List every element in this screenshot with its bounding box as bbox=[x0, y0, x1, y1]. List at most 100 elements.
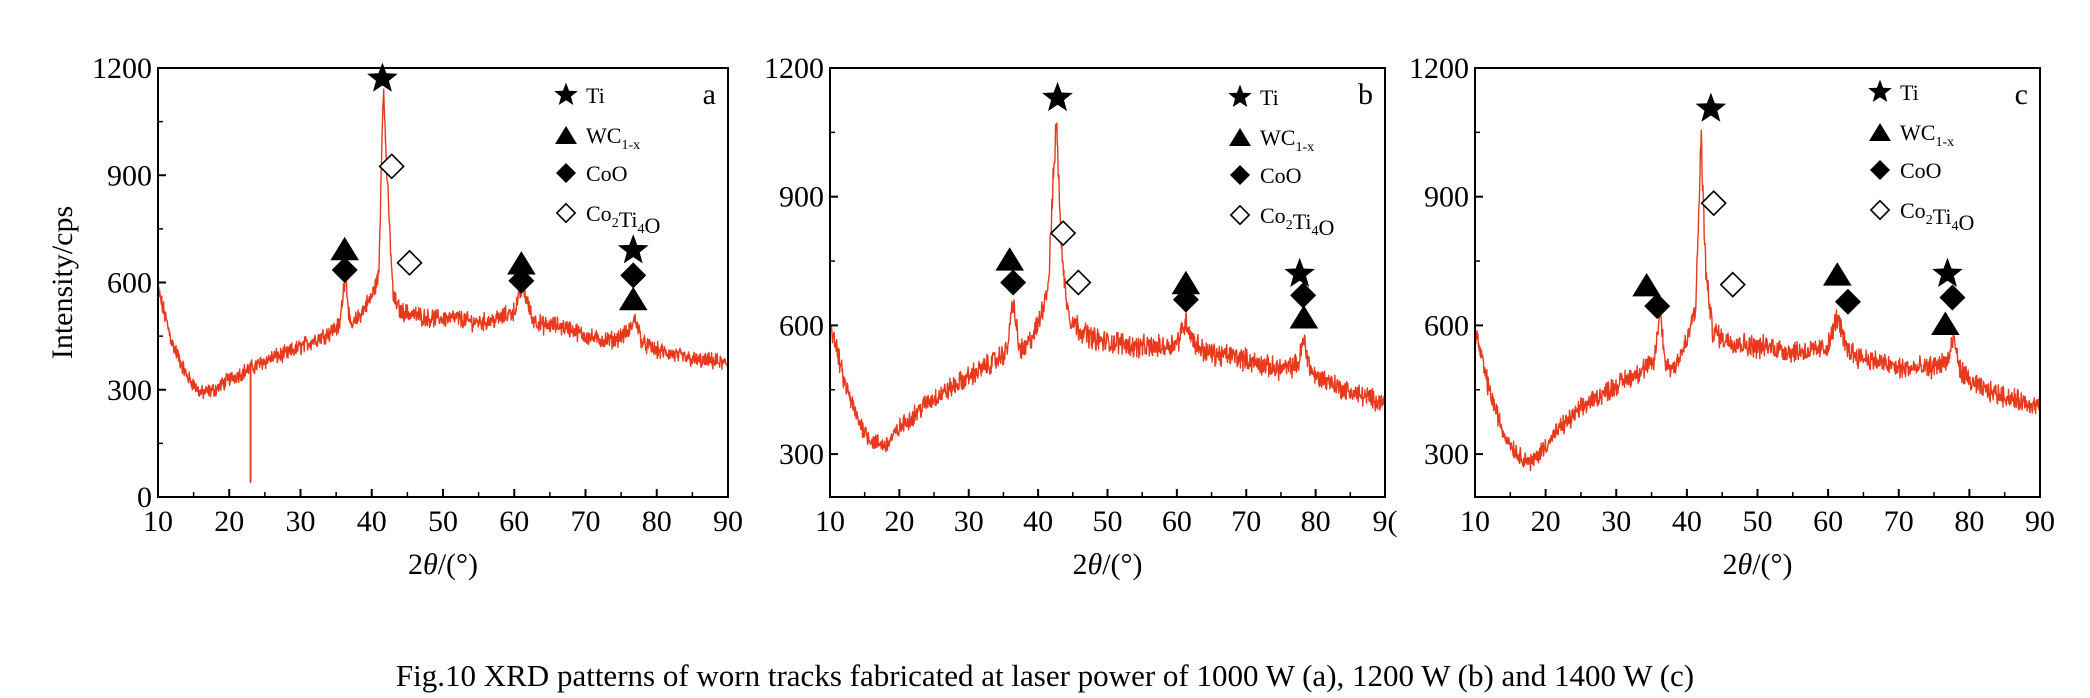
y-tick-label: 1200 bbox=[1409, 52, 1469, 85]
panel-letter: c bbox=[2015, 78, 2028, 111]
x-tick-label: 50 bbox=[428, 505, 458, 538]
legend-symbol-filled-star bbox=[1228, 84, 1252, 108]
y-tick-label: 600 bbox=[107, 267, 152, 300]
x-tick-label: 60 bbox=[499, 505, 529, 538]
x-tick-label: 60 bbox=[1813, 505, 1843, 538]
legend-label: Co2Ti4O bbox=[1900, 198, 1974, 235]
peak-marker-filled-triangle bbox=[1823, 262, 1852, 286]
legend-label: Co2Ti4O bbox=[1260, 203, 1334, 240]
peak-marker-filled-triangle bbox=[1931, 311, 1960, 335]
x-tick-label: 70 bbox=[1884, 505, 1914, 538]
peak-marker-filled-triangle bbox=[1632, 272, 1661, 297]
panel-a: 10 20 30 40 50 60 70 80 90030060090012002θ/(°)In… bbox=[46, 52, 743, 581]
x-axis-title: 2θ/(°) bbox=[1072, 548, 1142, 581]
panel-b: 10 20 30 40 50 60 70 80 9(300 600 900 1200 2θ/(°) b Ti… bbox=[764, 52, 1398, 581]
legend-symbol-filled-triangle bbox=[1229, 128, 1251, 146]
peak-marker-filled-diamond bbox=[620, 262, 647, 289]
x-tick-label: 40 bbox=[357, 505, 387, 538]
legend-label: WC1-x bbox=[586, 123, 640, 153]
x-tick-label: 80 bbox=[1301, 505, 1331, 538]
x-axis-title: 2θ/(°) bbox=[408, 548, 478, 581]
peak-marker-filled-triangle bbox=[507, 251, 536, 275]
x-tick-label: 60 bbox=[1162, 505, 1192, 538]
legend-label: CoO bbox=[1260, 163, 1302, 188]
legend-label: Ti bbox=[586, 83, 605, 108]
peak-marker-filled-star bbox=[1932, 257, 1963, 287]
x-tick-label: 9( bbox=[1373, 505, 1398, 538]
legend-symbol-filled-diamond bbox=[1870, 160, 1890, 180]
figure-caption: Fig.10 XRD patterns of worn tracks fabri… bbox=[395, 658, 1695, 693]
legend-symbol-open-diamond bbox=[1869, 199, 1891, 221]
peak-marker-open-diamond bbox=[1719, 271, 1746, 298]
peak-marker-open-diamond bbox=[1065, 269, 1092, 296]
peak-marker-filled-diamond bbox=[1834, 288, 1861, 315]
peak-marker-filled-diamond bbox=[1172, 286, 1199, 313]
y-tick-label: 300 bbox=[1424, 438, 1469, 471]
y-tick-label: 900 bbox=[107, 159, 152, 192]
x-tick-label: 70 bbox=[571, 505, 601, 538]
peak-marker-filled-triangle bbox=[330, 236, 359, 261]
x-tick-label: 80 bbox=[642, 505, 672, 538]
peak-marker-filled-diamond bbox=[331, 256, 358, 283]
xrd-pattern-line bbox=[158, 88, 728, 400]
peak-marker-filled-diamond bbox=[508, 267, 535, 294]
x-tick-label: 30 bbox=[954, 505, 984, 538]
x-tick-label: 20 bbox=[884, 505, 914, 538]
peak-marker-filled-star bbox=[1284, 257, 1315, 287]
plot-frame bbox=[157, 67, 729, 498]
x-tick-label: 40 bbox=[1023, 505, 1053, 538]
x-tick-label: 30 bbox=[1601, 505, 1631, 538]
legend: Ti WC1-x CoO Co2Ti4O bbox=[554, 82, 660, 238]
y-tick-label: 900 bbox=[1424, 181, 1469, 214]
x-tick-label: 10 bbox=[1460, 505, 1490, 538]
x-tick-label: 10 bbox=[143, 505, 173, 538]
x-tick-label: 70 bbox=[1231, 505, 1261, 538]
legend-symbol-open-diamond bbox=[1229, 204, 1251, 226]
y-tick-label: 0 bbox=[137, 481, 152, 514]
legend: Ti WC1-x CoO Co2Ti4O bbox=[1868, 79, 1974, 235]
y-tick-label: 300 bbox=[107, 374, 152, 407]
x-tick-label: 30 bbox=[286, 505, 316, 538]
legend-label: Ti bbox=[1900, 80, 1919, 105]
peak-marker-filled-triangle bbox=[1289, 305, 1319, 329]
y-tick-label: 600 bbox=[779, 309, 824, 342]
x-tick-label: 10 bbox=[815, 505, 845, 538]
xrd-pattern-line bbox=[830, 122, 1385, 453]
peak-marker-filled-triangle bbox=[1171, 270, 1201, 295]
x-tick-label: 50 bbox=[1743, 505, 1773, 538]
legend-label: Co2Ti4O bbox=[586, 201, 660, 238]
x-tick-label: 20 bbox=[1531, 505, 1561, 538]
peak-marker-filled-star bbox=[367, 62, 398, 92]
legend-label: CoO bbox=[1900, 158, 1942, 183]
x-tick-label: 40 bbox=[1672, 505, 1702, 538]
y-tick-label: 1200 bbox=[764, 52, 824, 85]
x-tick-label: 80 bbox=[1954, 505, 1984, 538]
legend-symbol-filled-triangle bbox=[1869, 123, 1891, 141]
peak-marker-filled-star bbox=[617, 234, 649, 264]
plot-frame bbox=[829, 67, 1386, 498]
y-tick-label: 1200 bbox=[92, 52, 152, 85]
legend-label: WC1-x bbox=[1260, 125, 1314, 155]
legend-symbol-filled-diamond bbox=[556, 163, 576, 183]
x-axis-title: 2θ/(°) bbox=[1722, 548, 1792, 581]
panel-letter: b bbox=[1358, 78, 1373, 111]
peak-marker-open-diamond bbox=[396, 249, 423, 276]
xrd-pattern-line bbox=[1475, 129, 2040, 472]
peak-marker-filled-triangle bbox=[995, 247, 1024, 271]
panel-letter: a bbox=[703, 78, 716, 111]
y-tick-label: 600 bbox=[1424, 309, 1469, 342]
peak-marker-filled-diamond bbox=[1644, 293, 1671, 320]
peak-marker-filled-star bbox=[1042, 81, 1073, 112]
legend-label: Ti bbox=[1260, 85, 1279, 110]
legend-symbol-filled-triangle bbox=[555, 126, 577, 144]
legend-symbol-filled-diamond bbox=[1230, 165, 1250, 185]
panel-c: 10 20 30 40 50 60 70 80 90 300 600 900 1200 2θ/(°) c Ti… bbox=[1409, 52, 2055, 581]
peak-marker-open-diamond bbox=[1700, 190, 1727, 217]
y-tick-label: 900 bbox=[779, 181, 824, 214]
peak-marker-open-diamond bbox=[378, 153, 405, 180]
legend-symbol-filled-star bbox=[1868, 79, 1892, 103]
peak-marker-filled-diamond bbox=[1939, 284, 1966, 311]
y-tick-label: 300 bbox=[779, 438, 824, 471]
peak-marker-open-diamond bbox=[1050, 220, 1077, 247]
